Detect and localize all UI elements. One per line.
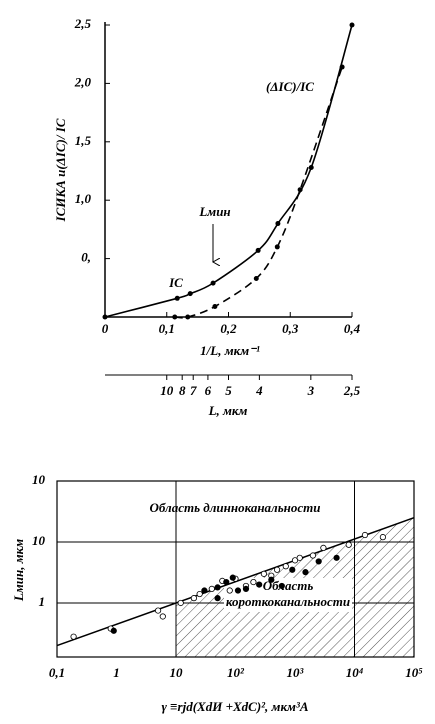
x-axis-label: γ ≡rjd(XdИ +XdC)², мкм³А [161, 699, 308, 714]
x2-axis-label: L, мкм [208, 403, 248, 418]
point [190, 595, 198, 602]
point [361, 531, 369, 539]
x-tick-label: 10² [227, 665, 245, 680]
y-axis-label: IСИКА и(ΔIC)/ IC [53, 118, 68, 222]
x2-tick-label: 3 [307, 383, 315, 398]
point [274, 244, 280, 250]
point [214, 595, 221, 602]
point [333, 554, 340, 561]
point [282, 563, 289, 570]
point [201, 587, 208, 594]
point [296, 554, 303, 561]
y-tick-label: 0, [81, 250, 91, 265]
y-tick-label: 1,0 [75, 191, 92, 206]
x2-tick-label: 8 [179, 383, 186, 398]
point [154, 607, 162, 614]
point [320, 544, 327, 551]
point [379, 534, 386, 541]
point [255, 247, 261, 253]
point [302, 569, 309, 576]
annotation: Область длинноканальности [149, 500, 320, 515]
point [185, 314, 191, 320]
annotation: (ΔIC)/IC [266, 79, 314, 94]
y-tick-label: 1 [39, 594, 46, 609]
point [210, 280, 216, 286]
point [177, 599, 184, 607]
annotation: Lмин [198, 204, 230, 219]
point [289, 566, 296, 573]
y-axis-label: Lмин, мкм [11, 539, 26, 602]
point [297, 187, 303, 193]
point [110, 627, 117, 634]
point [223, 578, 230, 586]
x2-tick-label: 4 [255, 383, 263, 398]
x2-tick-label: 10 [160, 383, 174, 398]
point [242, 585, 250, 593]
x-tick-label: 0,1 [49, 665, 65, 680]
annotation: Область [263, 578, 314, 593]
point [159, 613, 166, 620]
point [214, 584, 221, 591]
x-tick-label: 0,1 [159, 321, 175, 336]
point [226, 587, 233, 594]
point [256, 581, 263, 588]
x-tick-label: 0,2 [220, 321, 237, 336]
point [102, 314, 108, 320]
point [268, 576, 275, 583]
x2-tick-label: 5 [225, 383, 232, 398]
point [308, 164, 314, 170]
point [253, 275, 259, 281]
point [349, 22, 355, 28]
x-tick-label: 10³ [287, 665, 305, 680]
point [273, 566, 281, 573]
point [309, 552, 317, 559]
x2-tick-label: 6 [205, 383, 212, 398]
plot-frame [56, 480, 415, 658]
x-tick-label: 10⁵ [405, 665, 423, 680]
x2-tick-label: 2,5 [343, 383, 361, 398]
point [345, 541, 352, 548]
point [278, 582, 285, 590]
curve [104, 24, 353, 318]
x-tick-label: 0,3 [282, 321, 299, 336]
point [187, 291, 193, 297]
x2-tick-label: 7 [190, 383, 197, 398]
point [229, 574, 236, 581]
point [291, 557, 299, 564]
x-tick-label: 10⁴ [346, 665, 364, 680]
x-tick-label: 0,4 [344, 321, 361, 336]
y-tick-label: 10 [32, 533, 46, 548]
point [172, 314, 178, 320]
point [196, 590, 203, 598]
x-tick-label: 10 [170, 665, 184, 680]
x-tick-label: 0 [102, 321, 109, 336]
point [339, 64, 345, 70]
y-tick-label: 10 [32, 472, 46, 487]
x-axis-label: 1/L, мкм⁻¹ [200, 343, 260, 358]
point [70, 633, 77, 640]
y-tick-label: 1,5 [75, 133, 92, 148]
point [275, 221, 281, 227]
point [234, 587, 242, 594]
point [212, 303, 218, 309]
annotation: IC [168, 275, 183, 290]
annotation: короткоканальности [226, 594, 350, 609]
curve [174, 66, 343, 319]
point [174, 295, 180, 301]
y-tick-label: 2,0 [74, 74, 92, 89]
y-tick-label: 2,5 [74, 16, 92, 31]
point [208, 585, 215, 593]
point [260, 570, 267, 577]
x-tick-label: 1 [113, 665, 120, 680]
point [250, 578, 257, 586]
point [315, 558, 322, 565]
